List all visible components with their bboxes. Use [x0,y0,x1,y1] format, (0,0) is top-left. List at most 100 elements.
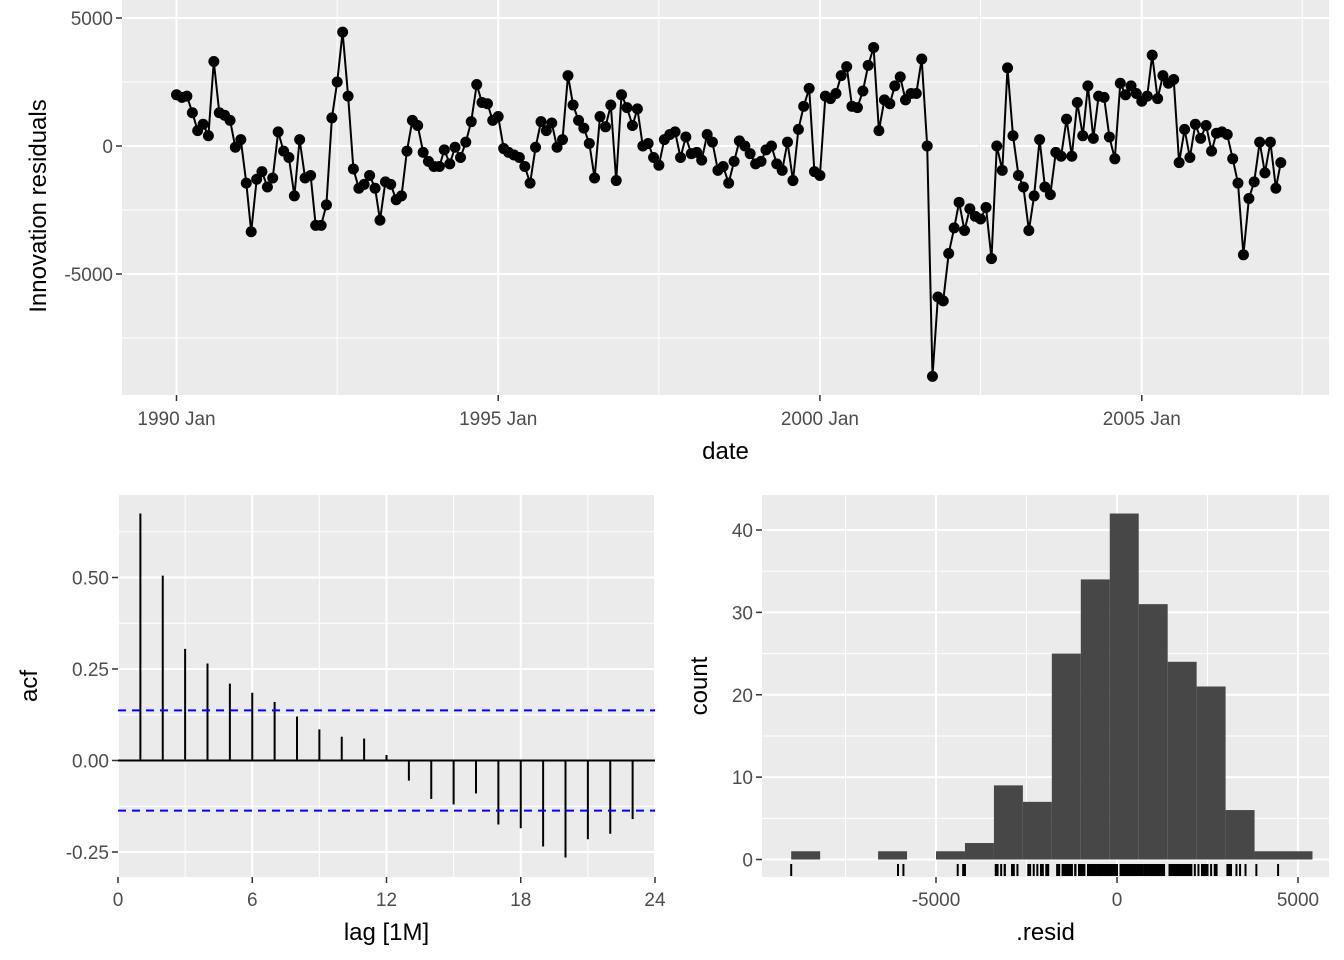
residual-point [980,201,992,213]
histogram-bar [1080,579,1110,860]
residual-point [1221,128,1233,140]
residual-point [465,116,477,128]
residual-point [1055,150,1067,162]
residual-point [251,173,263,185]
residual-point [717,160,729,172]
residual-point [224,114,236,126]
residual-point [331,76,343,88]
y-tick-label: 10 [732,768,753,789]
residual-point [1034,134,1046,146]
residual-point [524,177,536,189]
y-tick-label: 5000 [71,9,113,30]
residual-point [631,103,643,115]
residual-point [342,90,354,102]
residual-point [1152,93,1164,105]
residual-point [959,224,971,236]
histogram-bar [791,851,821,860]
residual-point [1012,169,1024,181]
residual-point [481,98,493,110]
residual-point [288,190,300,202]
residual-point [567,99,579,111]
residual-point [1082,80,1094,92]
residual-point [964,203,976,215]
residual-point [417,146,429,158]
x-axis-title: lag [1M] [344,919,429,946]
x-tick-label: 6 [247,890,258,911]
histogram-bar [1051,653,1081,860]
residual-point [792,123,804,135]
residual-point [1243,192,1255,204]
histogram-bar [878,851,908,860]
residual-point [1002,62,1014,74]
y-tick-label: 0 [742,851,753,872]
residual-point [1168,73,1180,85]
residual-point [315,219,327,231]
residual-point [706,136,718,148]
residual-point [1017,181,1029,193]
x-tick-label: 1990 Jan [137,409,215,430]
residual-point [680,131,692,143]
residual-point [1157,70,1169,82]
histogram-bar [1225,810,1255,860]
residuals-panel: 5000 0 -5000 1990 Jan 1995 Jan 2000 Jan 2005 J… [25,0,1329,465]
residual-point [1103,131,1115,143]
residual-point [578,122,590,134]
residual-point [1195,132,1207,144]
x-tick-label: 0 [113,890,124,911]
residual-point [364,169,376,181]
histogram-bar [936,851,965,860]
x-tick-label: 2000 Jan [781,409,859,430]
residual-point [1071,96,1083,108]
y-tick-label: 0.50 [72,569,109,590]
histogram-bar [1196,686,1226,860]
residual-point [546,117,558,129]
residual-point [937,295,949,307]
residual-point [492,111,504,123]
residual-point [1232,177,1244,189]
residual-point [1264,136,1276,148]
y-tick-label: 0.00 [72,752,109,773]
histogram-bar [964,843,994,860]
residual-point [1125,80,1137,92]
residual-point [305,169,317,181]
residual-point [744,148,756,160]
residual-point [1039,181,1051,193]
residual-point [460,136,472,148]
residual-point [1130,88,1142,100]
residual-point [1237,249,1249,261]
residual-point [1028,190,1040,202]
residual-point [675,152,687,164]
residual-point [910,88,922,100]
residual-point [1066,150,1078,162]
histogram-bar [1022,801,1052,860]
residual-point [986,253,998,265]
residual-point [245,226,257,238]
residual-point [385,178,397,190]
residual-point [616,89,628,101]
residual-point [1254,136,1266,148]
residual-point [1077,130,1089,142]
residual-point [294,134,306,146]
residual-point [551,141,563,153]
residual-point [862,59,874,71]
x-tick-label: 1995 Jan [459,409,537,430]
residual-point [326,112,338,124]
y-axis-title: acf [16,670,43,702]
y-tick-label: 30 [732,603,753,624]
y-tick-label: 20 [732,686,753,707]
residual-point [1227,153,1239,165]
residual-point [513,152,525,164]
residual-point [256,166,268,178]
residual-point [433,160,445,172]
residual-point [991,140,1003,152]
residual-point [781,136,793,148]
residual-point [235,134,247,146]
residual-point [412,120,424,132]
residual-point [605,99,617,111]
residual-point [648,152,660,164]
residual-point [851,102,863,114]
acf-panel: -0.25 0.00 0.25 0.50 0 6 12 18 24 lag [1M] acf [16,495,666,946]
residual-point [540,125,552,137]
residual-point [240,177,252,189]
